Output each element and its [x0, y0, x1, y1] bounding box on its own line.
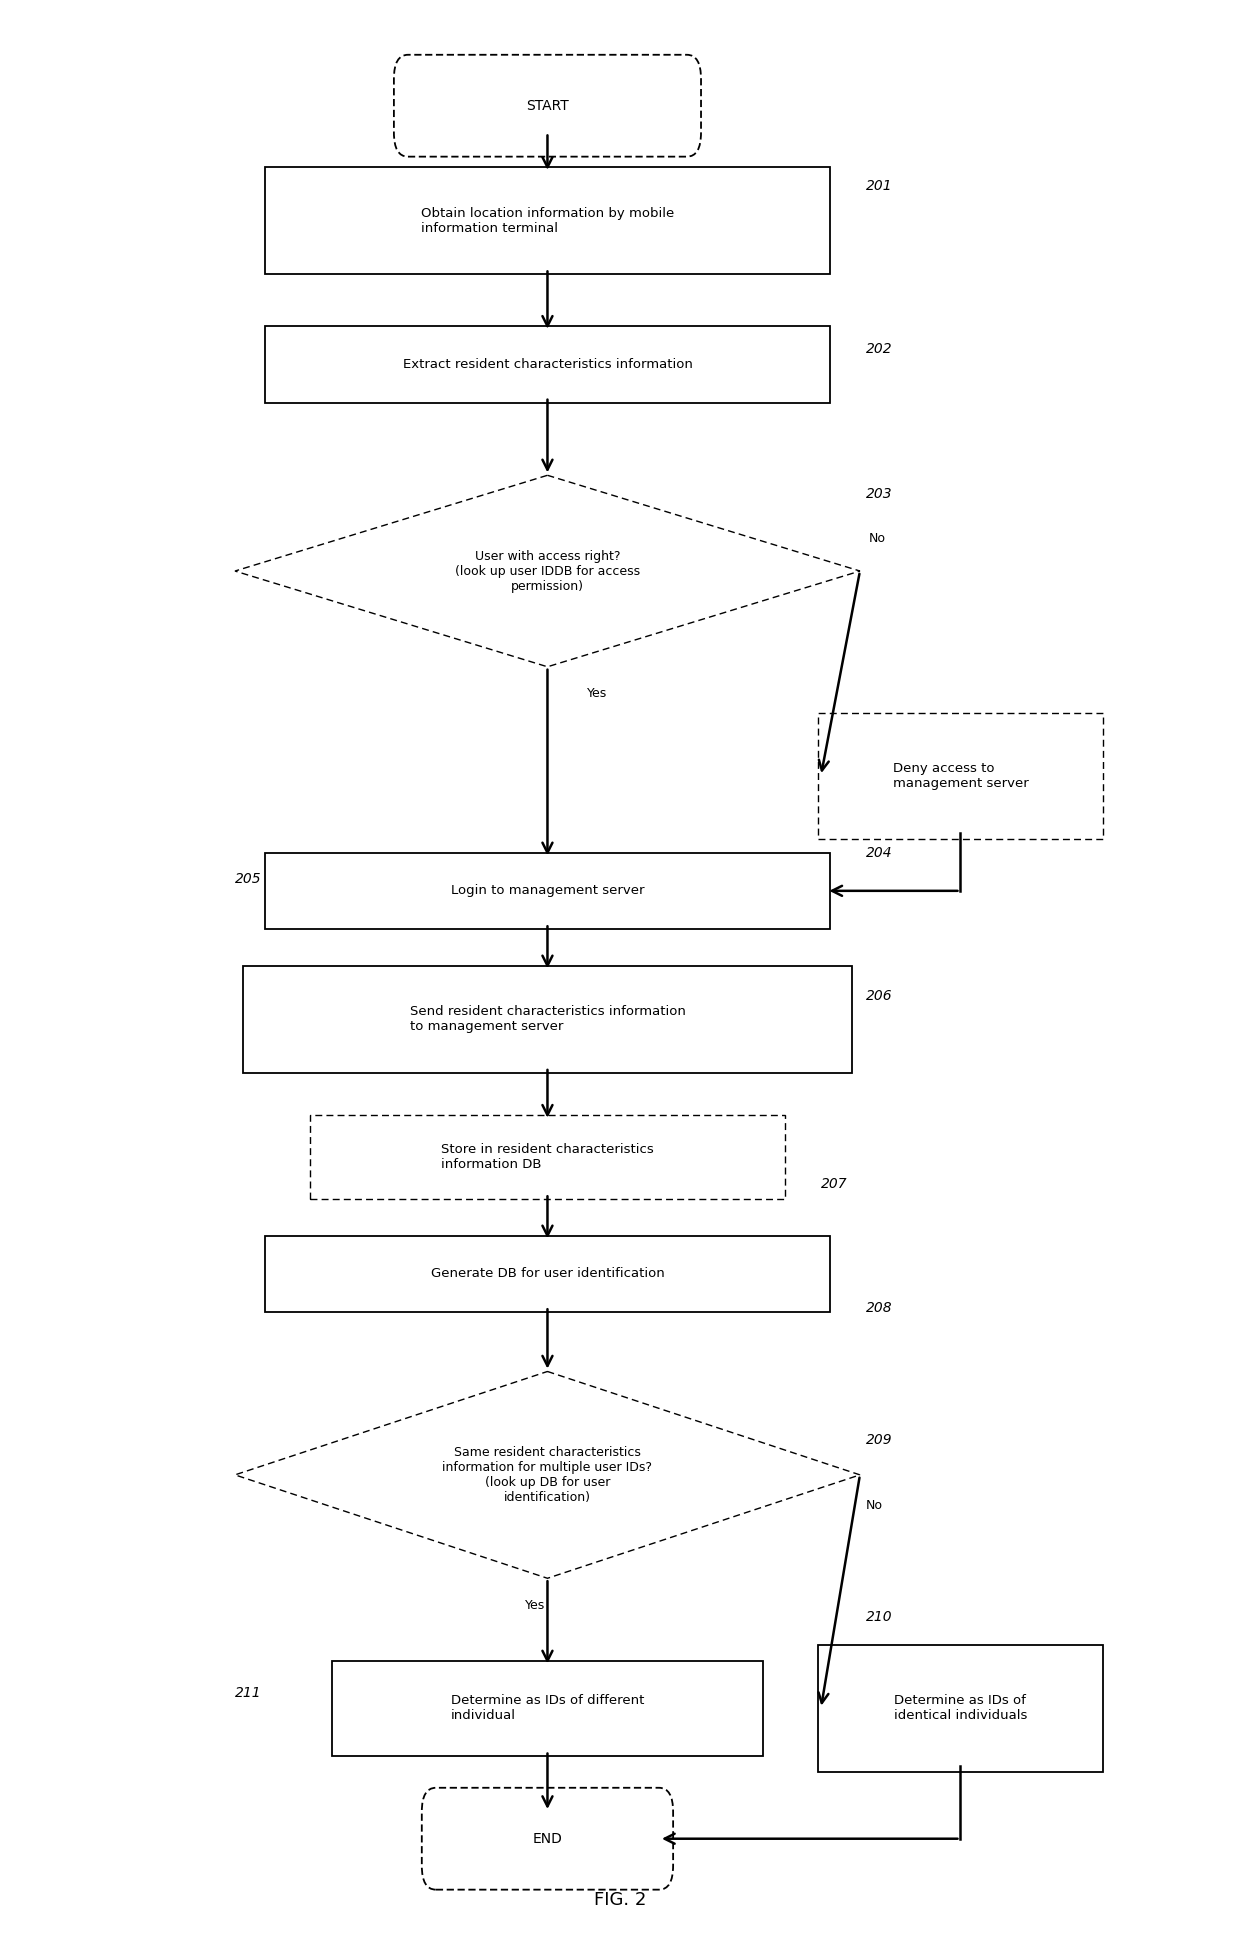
Text: 201: 201 — [866, 180, 892, 193]
Text: 209: 209 — [866, 1434, 892, 1448]
FancyBboxPatch shape — [265, 166, 830, 274]
Text: No: No — [866, 1499, 883, 1512]
FancyBboxPatch shape — [310, 1116, 785, 1200]
Text: Yes: Yes — [526, 1598, 546, 1612]
Text: START: START — [526, 100, 569, 113]
Text: User with access right?
(look up user IDDB for access
permission): User with access right? (look up user ID… — [455, 549, 640, 592]
Text: Yes: Yes — [587, 688, 606, 700]
Text: 211: 211 — [236, 1686, 262, 1700]
Text: FIG. 2: FIG. 2 — [594, 1891, 646, 1909]
Text: 210: 210 — [866, 1610, 892, 1624]
FancyBboxPatch shape — [422, 1788, 673, 1890]
Text: Send resident characteristics information
to management server: Send resident characteristics informatio… — [409, 1004, 686, 1034]
Text: 206: 206 — [866, 989, 892, 1002]
Text: Same resident characteristics
information for multiple user IDs?
(look up DB for: Same resident characteristics informatio… — [443, 1446, 652, 1505]
FancyBboxPatch shape — [332, 1661, 763, 1757]
Text: Deny access to
management server: Deny access to management server — [893, 762, 1028, 789]
FancyBboxPatch shape — [243, 965, 852, 1073]
Text: 208: 208 — [866, 1301, 892, 1315]
Text: 207: 207 — [821, 1176, 847, 1190]
Polygon shape — [234, 1372, 861, 1579]
Text: Store in resident characteristics
information DB: Store in resident characteristics inform… — [441, 1143, 653, 1170]
Text: 203: 203 — [866, 487, 892, 502]
Text: Obtain location information by mobile
information terminal: Obtain location information by mobile in… — [420, 207, 675, 234]
FancyBboxPatch shape — [265, 326, 830, 403]
Text: END: END — [532, 1831, 563, 1847]
Text: 204: 204 — [866, 846, 892, 860]
Text: Extract resident characteristics information: Extract resident characteristics informa… — [403, 358, 692, 371]
Text: Login to management server: Login to management server — [450, 885, 645, 897]
FancyBboxPatch shape — [817, 713, 1104, 838]
Polygon shape — [234, 475, 861, 666]
Text: Generate DB for user identification: Generate DB for user identification — [430, 1268, 665, 1280]
Text: 202: 202 — [866, 342, 892, 356]
Text: Determine as IDs of different
individual: Determine as IDs of different individual — [451, 1694, 644, 1723]
Text: 205: 205 — [236, 871, 262, 887]
FancyBboxPatch shape — [265, 852, 830, 928]
FancyBboxPatch shape — [265, 1235, 830, 1313]
FancyBboxPatch shape — [394, 55, 701, 156]
FancyBboxPatch shape — [817, 1645, 1104, 1772]
Text: No: No — [869, 531, 885, 545]
Text: Determine as IDs of
identical individuals: Determine as IDs of identical individual… — [894, 1694, 1027, 1723]
